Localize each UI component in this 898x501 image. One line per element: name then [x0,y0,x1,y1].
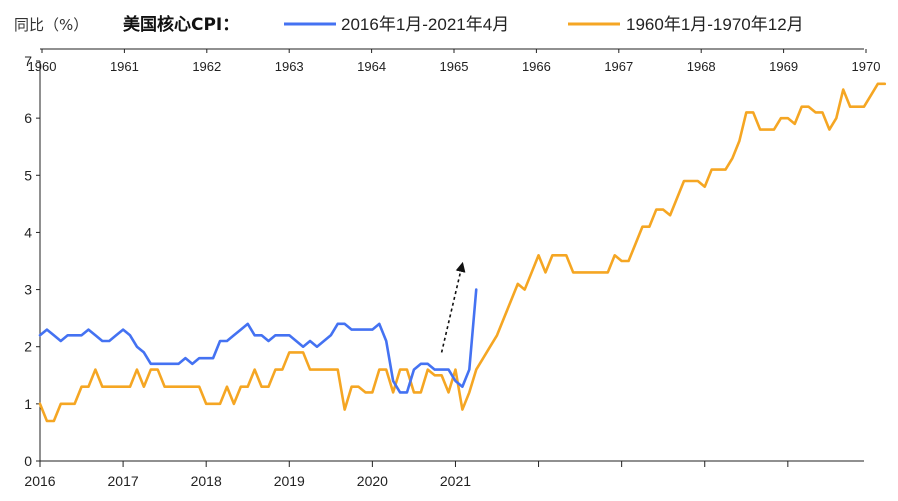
y-tick-label: 1 [24,396,32,412]
top-tick-label: 1967 [604,59,633,74]
legend-label-1960-1970: 1960年1月-1970年12月 [626,15,804,34]
y-tick-label: 0 [24,453,32,469]
x-tick-label: 2017 [108,473,139,489]
top-tick-label: 1961 [110,59,139,74]
top-tick-label: 1968 [687,59,716,74]
top-axis-ticks: 1960 1961 1962 1963 1964 1965 1966 1967 1968 1969… [28,49,881,74]
y-tick-label: 3 [24,282,32,298]
top-tick-label: 1962 [192,59,221,74]
legend: 美国核心CPI： 2016年1月-2021年4月 1960年1月-1970年12… [123,14,804,35]
top-tick-label: 1963 [275,59,304,74]
annotation-layer [440,261,466,353]
legend-title: 美国核心CPI： [123,14,239,35]
x-tick-label: 2016 [24,473,55,489]
series-line-0 [38,288,478,394]
y-unit-label: 同比（%） [14,16,88,34]
x-tick-label: 2020 [357,473,388,489]
x-tick-label: 2021 [440,473,471,489]
top-tick-label: 1969 [769,59,798,74]
trend-arrow [440,261,466,353]
top-tick-label: 1966 [522,59,551,74]
series-line-1 [38,82,887,423]
legend-label-2016-2021: 2016年1月-2021年4月 [341,15,509,34]
y-tick-label: 2 [24,339,32,355]
top-tick-label: 1964 [357,59,386,74]
y-tick-label: 4 [24,224,32,240]
top-tick-label: 1960 [28,59,57,74]
x-tick-label: 2019 [274,473,305,489]
y-tick-label: 5 [24,167,32,183]
series-layer [38,82,887,423]
bottom-axis-ticks: 2016 2017 2018 2019 2020 2021 [24,461,789,489]
x-tick-label: 2018 [191,473,222,489]
top-tick-label: 1965 [440,59,469,74]
y-tick-label: 7 [24,53,32,69]
y-ticks: 0 1 2 3 4 5 6 7 [24,53,40,469]
top-tick-label: 1970 [852,59,881,74]
y-tick-label: 6 [24,110,32,126]
